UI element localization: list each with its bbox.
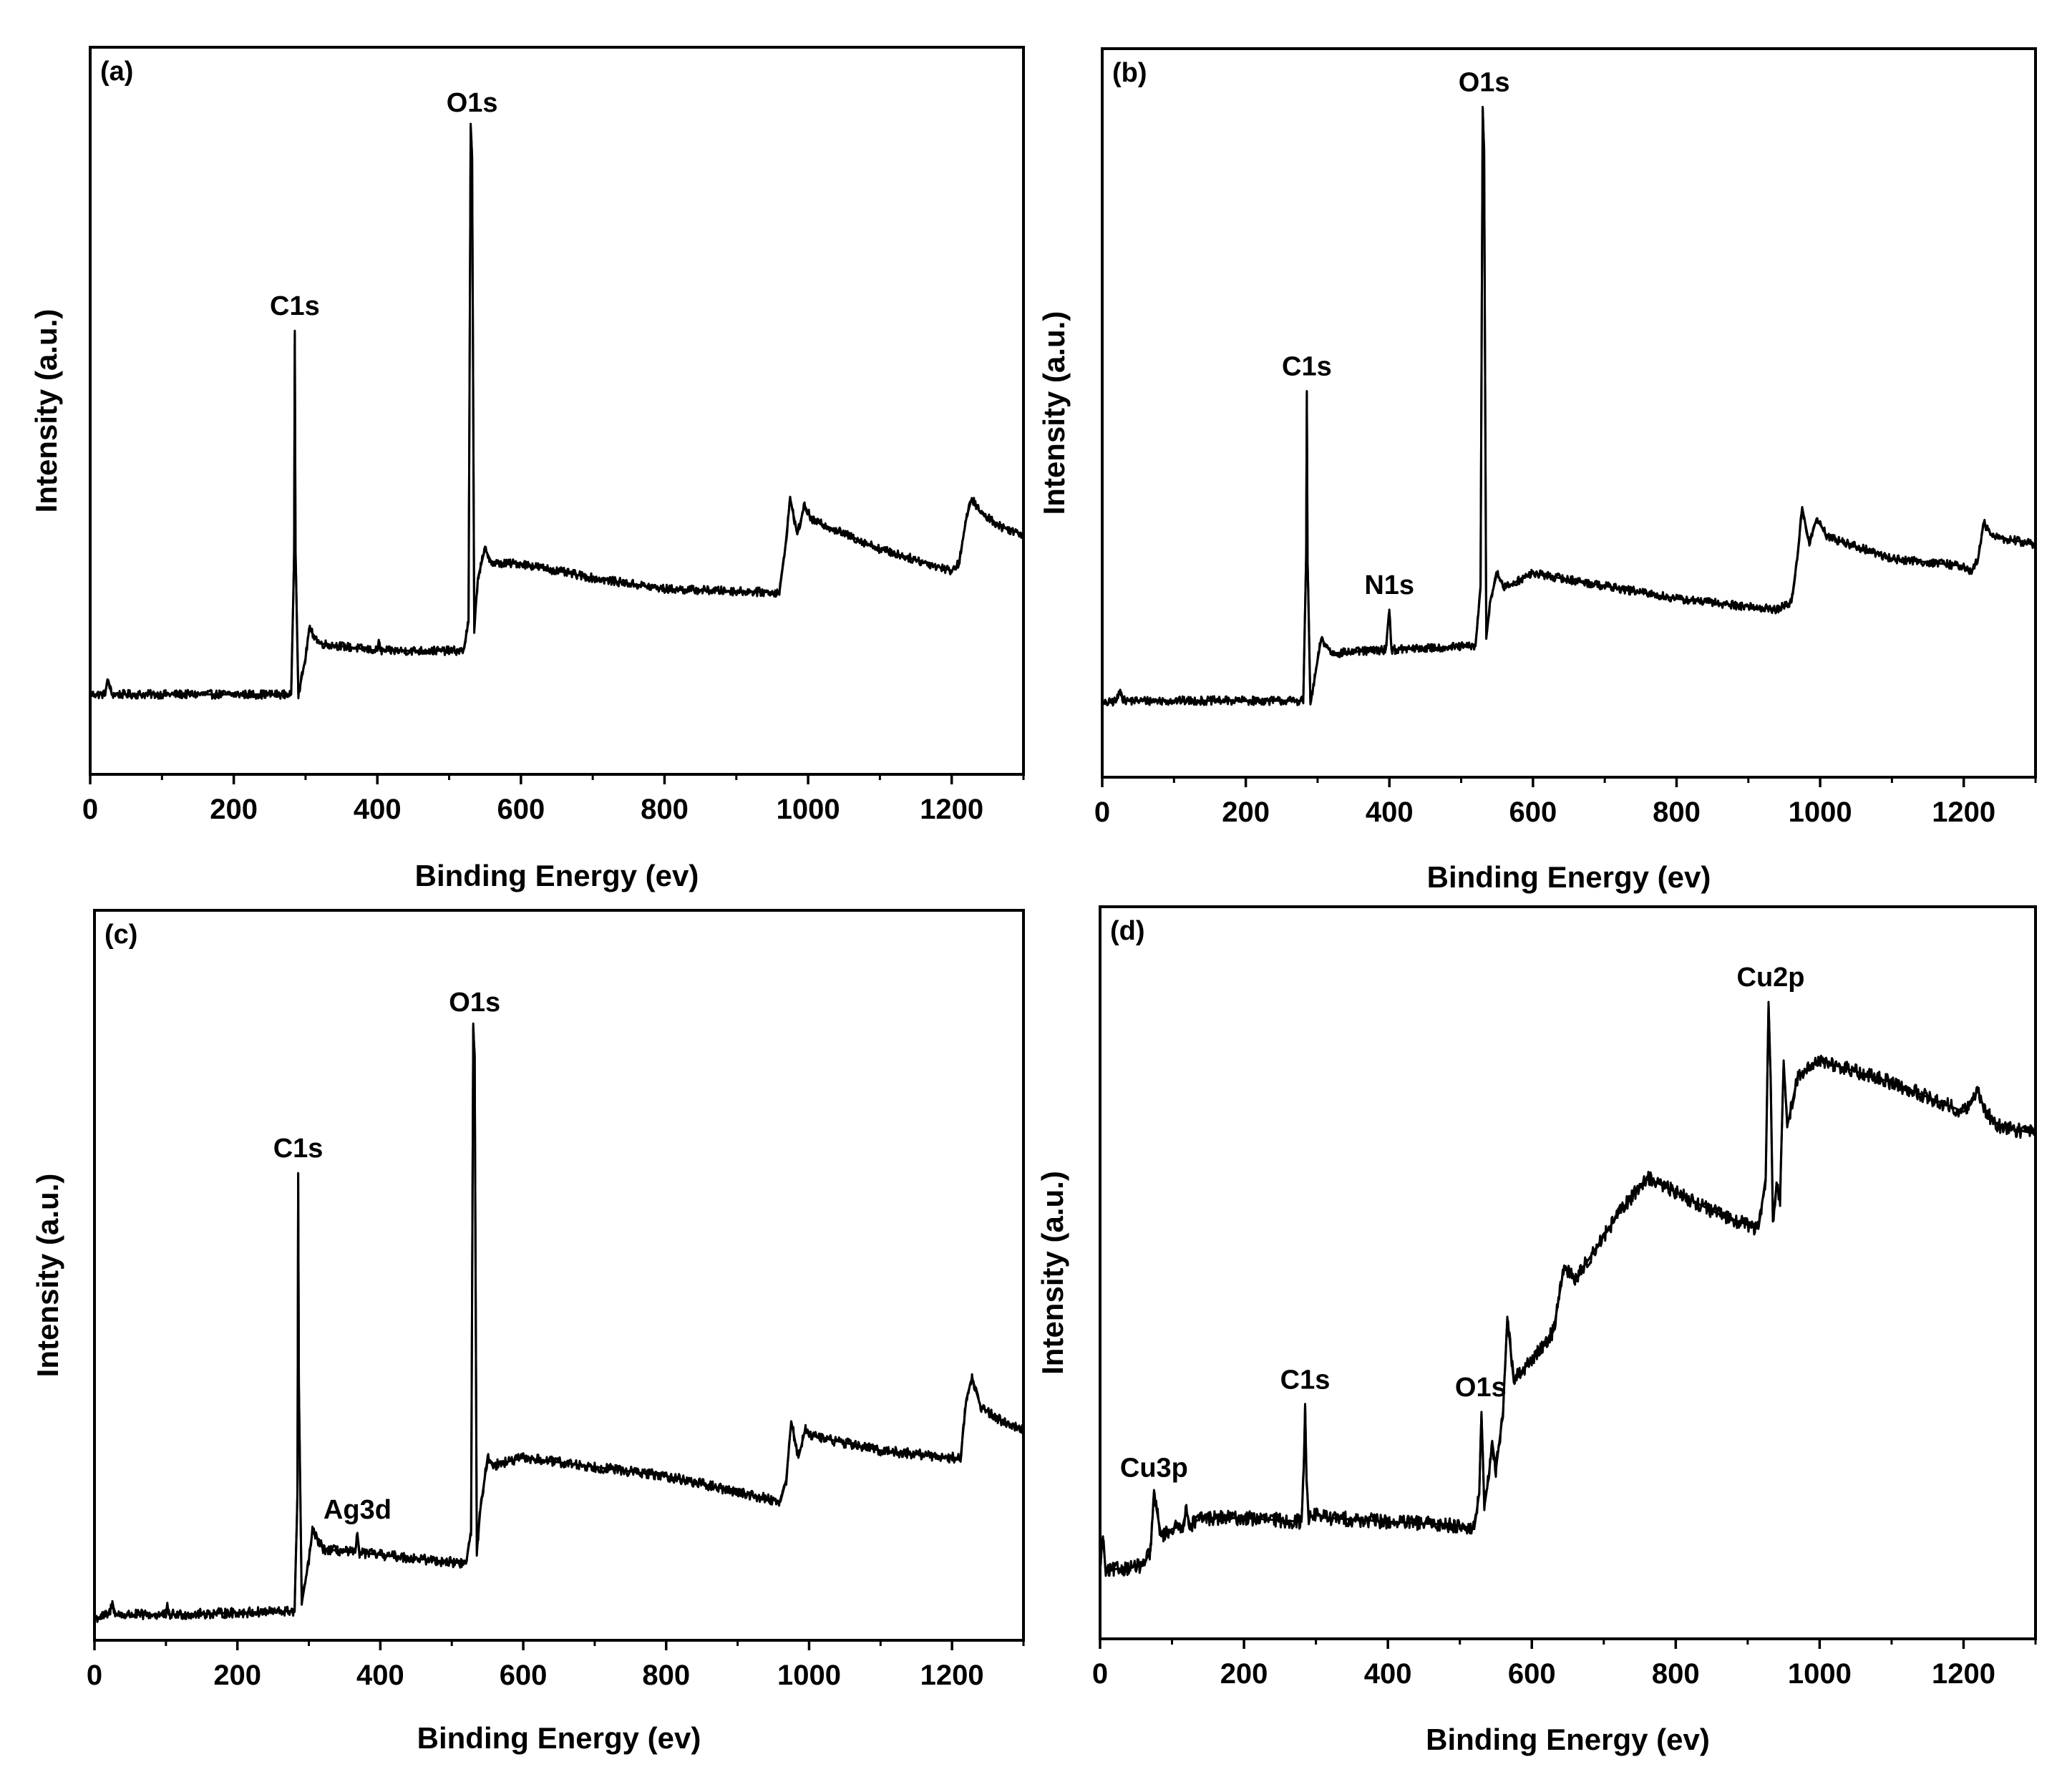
peak-label-cu2p: Cu2p [1737, 963, 1805, 993]
plot-frame-4 [1099, 905, 2037, 1640]
spectrum-peaks-3 [94, 1026, 1024, 1620]
x-tick-label: 1000 [1789, 797, 1852, 828]
x-tick-label: 800 [641, 794, 689, 825]
x-tick-label: 200 [1220, 1658, 1268, 1690]
x-axis-label: Binding Energy (ev) [415, 859, 699, 892]
x-tick-label: 1000 [777, 794, 840, 825]
x-tick-label: 1200 [1932, 797, 1995, 828]
x-tick-label: 1000 [777, 1660, 841, 1691]
spectrum-line-1 [89, 122, 1025, 700]
x-tick-label: 0 [1092, 1658, 1108, 1690]
x-tick-label: 800 [1652, 1658, 1700, 1690]
panel-label: (a) [100, 57, 133, 87]
x-axis-label: Binding Energy (ev) [1426, 1723, 1710, 1756]
x-tick-label: 600 [500, 1660, 548, 1691]
plot-frame-1 [89, 46, 1025, 776]
y-axis-label: Intensity (a.u.) [29, 309, 63, 513]
x-tick-label: 1000 [1788, 1658, 1852, 1690]
chart-panel-4: 0 200 400 600 800 1000 1200 Binding Energy (ev)… [1036, 905, 2037, 1756]
x-axis-label: Binding Energy (ev) [417, 1721, 701, 1755]
x-tick-label: 200 [1222, 797, 1270, 828]
x-tick-label: 600 [1509, 797, 1557, 828]
x-tick-label: 1200 [920, 794, 983, 825]
chart-panel-3: 0 200 400 600 800 1000 1200 Binding Energy (ev)… [31, 909, 1025, 1755]
chart-panel-2: 0 200 400 600 800 1000 1200 Binding Energy (ev)… [1037, 47, 2037, 894]
panel-label: (c) [104, 920, 137, 950]
panel-label: (d) [1110, 916, 1145, 946]
spectrum-peaks-4 [1099, 1000, 2036, 1574]
y-axis-label: Intensity (a.u.) [31, 1174, 64, 1378]
x-tick-label: 800 [642, 1660, 690, 1691]
plot-frame-3 [93, 909, 1025, 1642]
x-tick-label: 200 [213, 1660, 261, 1691]
x-tick-label: 400 [356, 1660, 404, 1691]
x-tick-label: 400 [1364, 1658, 1412, 1690]
spectrum-line-4 [1099, 1004, 2037, 1577]
plot-frame-2 [1101, 47, 2037, 779]
panel-label: (b) [1112, 58, 1147, 88]
spectrum-line-3 [94, 1022, 1025, 1623]
peak-label-c1s: C1s [273, 1134, 324, 1164]
peak-label-c1s: C1s [1282, 351, 1332, 381]
peak-label-cu3p: Cu3p [1120, 1453, 1188, 1483]
x-tick-label: 800 [1653, 797, 1701, 828]
x-tick-label: 1200 [1932, 1658, 1995, 1690]
x-tick-label: 200 [210, 794, 258, 825]
x-tick-label: 400 [354, 794, 402, 825]
x-tick-label: 1200 [920, 1660, 984, 1691]
x-tick-label: 400 [1366, 797, 1414, 828]
spectrum-peaks-1 [90, 126, 1024, 696]
peak-label-c1s: C1s [1280, 1365, 1331, 1396]
x-tick-label: 0 [87, 1660, 102, 1691]
peak-label-o1s: O1s [447, 88, 498, 118]
x-tick-label: 0 [82, 794, 98, 825]
spectrum-peaks-2 [1101, 105, 2036, 706]
x-tick-label: 600 [1508, 1658, 1556, 1690]
peak-label-o1s: O1s [1455, 1373, 1507, 1403]
peak-label-ag3d: Ag3d [324, 1495, 392, 1525]
peak-label-c1s: C1s [270, 291, 320, 321]
spectrum-line-2 [1101, 107, 2037, 708]
y-axis-label: Intensity (a.u.) [1036, 1171, 1069, 1375]
peak-label-o1s: O1s [1459, 67, 1510, 97]
peak-label-o1s: O1s [449, 988, 500, 1018]
x-axis-label: Binding Energy (ev) [1427, 860, 1711, 894]
x-tick-label: 600 [497, 794, 545, 825]
x-tick-label: 0 [1094, 797, 1110, 828]
peak-label-n1s: N1s [1364, 570, 1414, 600]
chart-panel-1: 0 200 400 600 800 1000 1200 Binding Energy (ev)… [29, 46, 1025, 892]
y-axis-label: Intensity (a.u.) [1037, 311, 1071, 515]
